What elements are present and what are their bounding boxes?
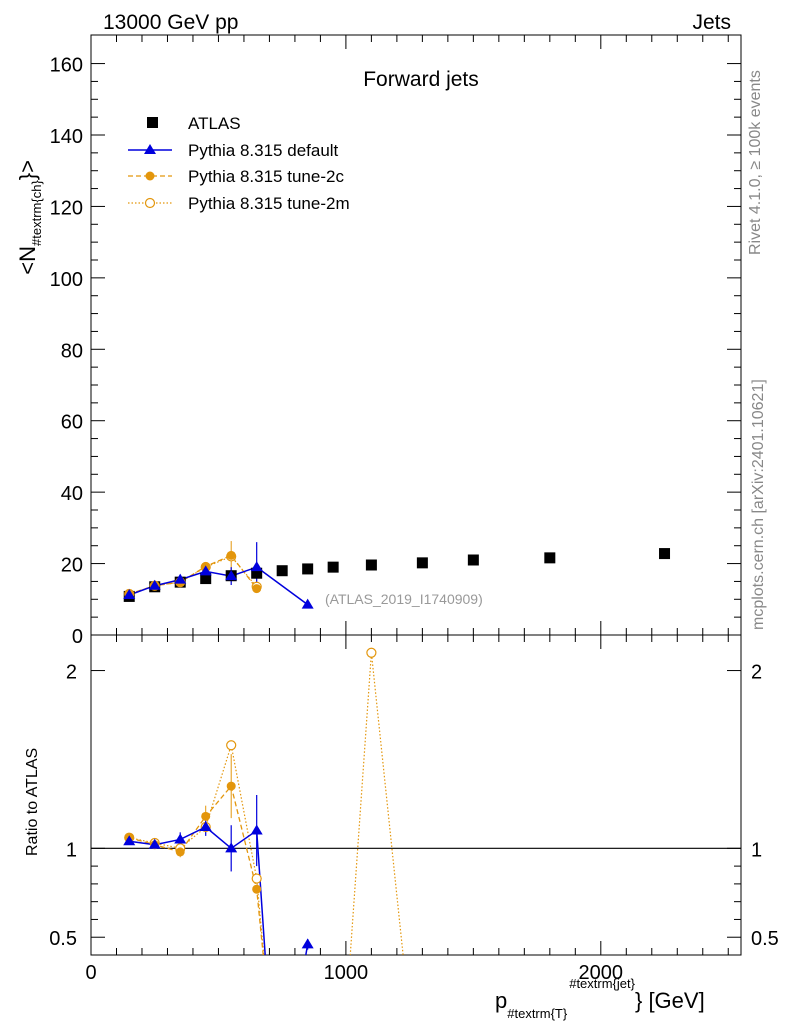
y-tick-label: 140 [50,126,83,148]
ratio-default-line [129,826,309,955]
ratio-y-tick-label-right: 0.5 [751,928,779,950]
y-tick-label: 160 [50,55,83,77]
y-tick-label: 80 [61,340,83,362]
atlas-data-point [276,565,288,577]
legend-default-marker [144,144,156,154]
legend-tune2c-label: Pythia 8.315 tune-2c [188,167,344,186]
y-tick-label: 40 [61,483,83,505]
tune2c-series-line [129,554,258,595]
ratio-tune2c-point [226,781,236,791]
ratio-tune2c-line [129,784,264,955]
ratio-default-point [148,838,161,849]
ratio-tune2m-point [251,873,262,884]
ratio-default-point [301,938,314,949]
default-data-point [250,561,263,572]
ratio-tune2c-point [252,884,262,894]
y-tick-label: 20 [61,555,83,577]
x-tick-label: 2000 [579,962,624,984]
ratio-axes-ticks: 0.5 0.5 1 1 2 2 0 1000 2000 [49,635,779,984]
ratio-series-group [123,647,404,955]
rivet-version-label: Rivet 4.1.0, ≥ 100k events [747,70,764,255]
x-axis-label: p#textrm{T}#textrm{jet}} [GeV] [495,976,705,1021]
ratio-series-clipped [123,647,404,955]
atlas-data-point [365,559,377,571]
legend-tune2m-label: Pythia 8.315 tune-2m [188,194,350,213]
tune2c-data-point [252,584,262,594]
ratio-y-tick-label: 0.5 [49,928,77,950]
atlas-data-point [302,563,314,575]
xlabel-sub: #textrm{T} [507,1006,568,1021]
x-tick-label: 1000 [324,962,369,984]
ratio-default-point [250,824,263,835]
y-tick-label: 100 [50,269,83,291]
ratio-tune2m-point [366,647,377,658]
y-tick-label: 0 [72,626,83,648]
default-data-point [199,565,212,576]
ratio-y-tick-label: 1 [66,839,77,861]
ylabel-main: <N [15,246,40,275]
ratio-default-point [174,833,187,844]
legend-default-label: Pythia 8.315 default [188,141,339,160]
atlas-data-point [200,573,212,585]
legend-tune2c-marker [145,171,155,181]
atlas-data-point [416,557,428,569]
ratio-default-point [199,821,212,831]
default-data-point [301,598,314,609]
top-y-axis-label: <N#textrm{ch}}> [15,160,44,275]
header-process: Jets [692,11,731,34]
ratio-tune2m-point [226,740,237,751]
ratio-y-tick-label: 2 [66,662,77,684]
xlabel-main: p [495,988,507,1013]
ylabel-end: }> [15,160,40,180]
ratio-tune2m-line [129,652,404,955]
ratio-tune2c-point [175,847,185,857]
svg-text:<N#textrm{ch}}>: <N#textrm{ch}}> [15,160,44,275]
top-series-group [123,541,671,609]
atlas-data-point [251,567,263,579]
y-tick-label: 120 [50,197,83,219]
legend: ATLAS Pythia 8.315 default Pythia 8.315 … [128,114,350,213]
default-data-point [148,579,161,590]
ratio-tune2c-point [201,811,211,821]
plot-title: Forward jets [363,68,479,91]
ratio-default-point [225,842,238,853]
ratio-default-point [123,835,136,846]
header-energy: 13000 GeV pp [103,11,238,34]
xlabel-sup: #textrm{jet} [569,976,635,991]
top-axes-ticks: 0 20 40 60 80 100 120 140 160 [50,35,741,648]
atlas-data-point [544,552,556,564]
legend-atlas-label: ATLAS [188,114,241,133]
xlabel-unit: } [GeV] [635,988,705,1013]
x-tick-label: 0 [85,962,96,984]
analysis-tag: (ATLAS_2019_I1740909) [325,591,483,607]
default-data-point [225,570,238,581]
atlas-data-point [467,554,479,566]
mcplots-label: mcplots.cern.ch [arXiv:2401.10621] [750,379,767,630]
atlas-data-point [659,548,671,560]
legend-atlas-marker [147,117,158,128]
atlas-data-point [327,561,339,573]
ratio-panel-frame [90,634,742,956]
ratio-y-tick-label-right: 2 [751,662,762,684]
ratio-y-tick-label-right: 1 [751,839,762,861]
default-data-point [174,573,187,584]
y-tick-label: 60 [61,412,83,434]
legend-tune2m-marker [144,197,156,209]
ylabel-sub: #textrm{ch} [29,180,44,246]
tune2c-data-point [226,550,236,560]
default-data-point [123,589,136,599]
ratio-y-axis-label: Ratio to ATLAS [24,748,41,856]
